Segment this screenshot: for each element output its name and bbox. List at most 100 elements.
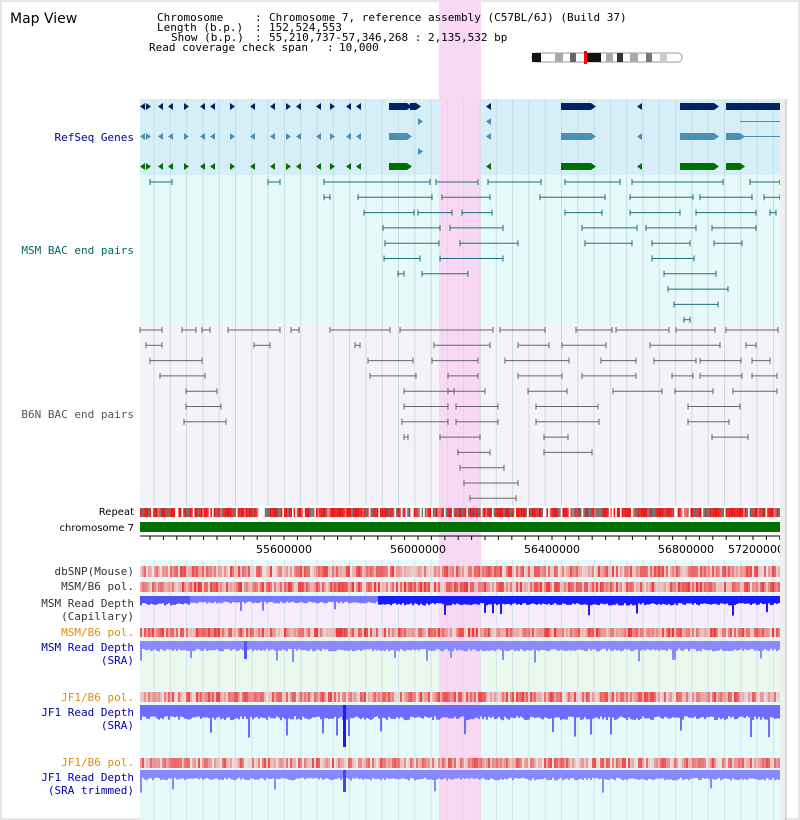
gene-exon[interactable]: [637, 163, 642, 170]
gene-exon[interactable]: [200, 163, 205, 170]
gene-exon[interactable]: [740, 163, 745, 170]
gene-exon[interactable]: [714, 163, 719, 170]
gene-exon[interactable]: [158, 103, 163, 110]
gene-block[interactable]: [726, 133, 740, 140]
gene-exon[interactable]: [230, 133, 235, 140]
jf1-b6-pol-label[interactable]: JF1/B6 pol.: [61, 691, 134, 704]
gene-exon[interactable]: [407, 103, 412, 110]
gene-exon[interactable]: [270, 103, 275, 110]
chromosome-track-label[interactable]: chromosome 7: [60, 523, 134, 534]
gene-exon[interactable]: [200, 133, 205, 140]
gene-exon[interactable]: [210, 133, 215, 140]
gene-exon[interactable]: [146, 133, 151, 140]
gene-exon[interactable]: [486, 133, 491, 140]
gene-block[interactable]: [561, 163, 591, 170]
gene-exon[interactable]: [714, 133, 719, 140]
gene-exon[interactable]: [140, 133, 145, 140]
gene-exon[interactable]: [146, 103, 151, 110]
gene-exon[interactable]: [168, 133, 173, 140]
gene-exon[interactable]: [286, 133, 291, 140]
chromosome-ideogram[interactable]: [531, 51, 683, 64]
gene-exon[interactable]: [230, 163, 235, 170]
right-scroll-edge[interactable]: [780, 99, 786, 820]
gene-exon[interactable]: [591, 163, 596, 170]
gene-exon[interactable]: [316, 103, 321, 110]
gene-exon[interactable]: [168, 163, 173, 170]
gene-block[interactable]: [561, 103, 591, 110]
gene-exon[interactable]: [637, 103, 642, 110]
gene-exon[interactable]: [250, 133, 255, 140]
dbsnp-label[interactable]: dbSNP(Mouse): [55, 565, 134, 578]
gene-exon[interactable]: [330, 103, 335, 110]
msm-b6-pol-label[interactable]: MSM/B6 pol.: [61, 580, 134, 593]
gene-exon[interactable]: [330, 133, 335, 140]
gene-block[interactable]: [561, 133, 591, 140]
msm-b6-pol-sra-label[interactable]: MSM/B6 pol.: [61, 626, 134, 639]
gene-exon[interactable]: [210, 103, 215, 110]
gene-block[interactable]: [680, 133, 714, 140]
msm-sra-depth-label-1[interactable]: MSM Read Depth: [41, 641, 134, 654]
gene-exon[interactable]: [140, 103, 145, 110]
gene-exon[interactable]: [200, 103, 205, 110]
b6n-bac-label[interactable]: B6N BAC end pairs: [21, 408, 134, 421]
gene-exon[interactable]: [316, 163, 321, 170]
gene-exon[interactable]: [486, 118, 491, 125]
gene-exon[interactable]: [714, 103, 719, 110]
gene-exon[interactable]: [250, 163, 255, 170]
gene-exon[interactable]: [407, 163, 412, 170]
gene-exon[interactable]: [330, 163, 335, 170]
msm-bac-pairs[interactable]: [149, 179, 781, 323]
gene-exon[interactable]: [158, 163, 163, 170]
gene-exon[interactable]: [356, 163, 361, 170]
gene-exon[interactable]: [316, 133, 321, 140]
gene-exon[interactable]: [356, 133, 361, 140]
gene-exon[interactable]: [356, 103, 361, 110]
gene-exon[interactable]: [286, 163, 291, 170]
jf1-sra-depth-label-1[interactable]: JF1 Read Depth: [41, 706, 134, 719]
gene-exon[interactable]: [346, 163, 351, 170]
read-depth-tracks[interactable]: [140, 596, 780, 793]
gene-exon[interactable]: [184, 163, 189, 170]
gene-exon[interactable]: [296, 133, 301, 140]
gene-block[interactable]: [680, 163, 714, 170]
msm-bac-label[interactable]: MSM BAC end pairs: [21, 244, 134, 257]
gene-exon[interactable]: [296, 103, 301, 110]
gene-exon[interactable]: [296, 163, 301, 170]
gene-exon[interactable]: [184, 103, 189, 110]
jf1-b6-pol-trim-label[interactable]: JF1/B6 pol.: [61, 756, 134, 769]
gene-exon[interactable]: [418, 148, 423, 155]
refseq-genes-label[interactable]: RefSeq Genes: [55, 131, 134, 144]
gene-exon[interactable]: [270, 163, 275, 170]
gene-block[interactable]: [726, 103, 780, 110]
highlight-region[interactable]: [439, 0, 481, 820]
gene-exon[interactable]: [407, 133, 412, 140]
gene-block[interactable]: [726, 163, 740, 170]
gene-exon[interactable]: [250, 103, 255, 110]
gene-block[interactable]: [410, 103, 416, 110]
gene-block[interactable]: [389, 103, 407, 110]
gene-exon[interactable]: [486, 163, 491, 170]
repeat-label[interactable]: Repeat: [99, 507, 134, 518]
gene-exon[interactable]: [270, 133, 275, 140]
gene-exon[interactable]: [140, 163, 145, 170]
jf1-trim-depth-label-1[interactable]: JF1 Read Depth: [41, 771, 134, 784]
gene-exon[interactable]: [591, 133, 596, 140]
gene-exon[interactable]: [591, 103, 596, 110]
gene-exon[interactable]: [486, 103, 491, 110]
gene-exon[interactable]: [168, 103, 173, 110]
gene-exon[interactable]: [210, 163, 215, 170]
gene-exon[interactable]: [146, 163, 151, 170]
chromosome-bar[interactable]: [140, 522, 780, 532]
repeat-track[interactable]: [140, 508, 780, 517]
gene-exon[interactable]: [230, 103, 235, 110]
gene-exon[interactable]: [158, 133, 163, 140]
gene-block[interactable]: [389, 163, 407, 170]
gene-block[interactable]: [389, 133, 407, 140]
gene-exon[interactable]: [346, 133, 351, 140]
refseq-features[interactable]: [140, 103, 785, 170]
gene-exon[interactable]: [416, 103, 421, 110]
gene-exon[interactable]: [286, 103, 291, 110]
gene-block[interactable]: [680, 103, 714, 110]
gene-exon[interactable]: [346, 103, 351, 110]
gene-exon[interactable]: [418, 118, 423, 125]
